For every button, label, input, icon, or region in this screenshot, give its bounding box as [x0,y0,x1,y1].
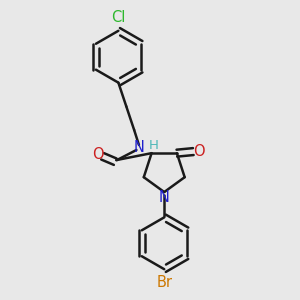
Text: Cl: Cl [111,10,126,25]
Text: H: H [149,140,159,152]
Text: N: N [134,140,144,155]
Text: Br: Br [156,275,172,290]
Text: N: N [159,190,170,205]
Text: O: O [193,144,205,159]
Text: O: O [92,147,103,162]
